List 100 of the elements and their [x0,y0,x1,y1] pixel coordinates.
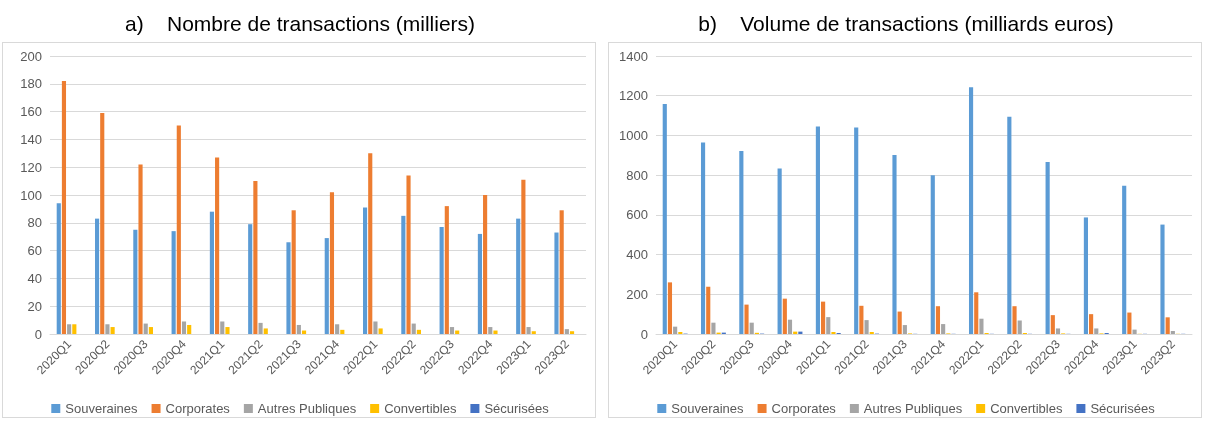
bar [67,324,72,334]
legend-label: Sécurisées [1090,401,1156,416]
y-tick-label: 80 [27,215,42,231]
bar [61,81,67,334]
bar [744,304,749,334]
bar [296,324,301,334]
bar [187,324,192,334]
bar [979,318,984,334]
bar [340,329,345,334]
bar [378,328,383,334]
bar [258,322,263,334]
bar [181,321,187,334]
bar [821,301,826,334]
bar [329,192,335,334]
bar [1012,306,1017,334]
bar [105,324,110,334]
bar [1170,331,1175,334]
bar [700,142,706,334]
bar [815,126,820,334]
bar [1083,217,1088,334]
y-tick-label: 0 [34,326,42,342]
bar [225,327,230,334]
bar [968,87,974,334]
bar [253,181,258,334]
y-tick-label: 1200 [619,88,648,104]
y-tick-label: 60 [27,243,42,259]
y-tick-label: 160 [20,104,42,120]
chart-title: a) Nombre de transactions (milliers) [124,12,476,35]
bar [209,211,214,334]
bar [892,154,897,334]
bar [854,127,859,334]
y-tick-label: 140 [20,131,42,147]
bar [935,306,941,334]
bar [444,206,449,334]
legend-label: Autres Publiques [863,401,963,416]
y-tick-label: 800 [626,167,648,183]
y-tick-label: 200 [20,48,42,64]
legend-label: Autres Publiques [257,401,357,416]
y-tick-label: 200 [626,286,648,302]
bar [1160,224,1165,334]
bar [477,233,482,334]
bar [220,321,225,334]
bar [56,203,61,334]
bar [143,323,148,334]
bar [439,226,444,334]
bar [215,157,220,334]
y-tick-label: 180 [20,76,42,92]
y-tick-label: 100 [20,187,42,203]
bar [521,179,526,334]
bar [411,323,416,334]
bar [493,330,498,334]
bar [749,322,754,334]
bar [110,327,115,334]
chart-title: b) Volume de transactions (milliards euros) [698,12,1114,35]
bar [777,168,782,334]
legend-label: Souveraines [65,401,139,416]
bar [531,331,536,334]
bar [826,317,831,334]
bar [416,329,421,334]
y-tick-label: 600 [626,207,648,223]
bar [711,322,716,334]
bar [100,112,105,334]
bar [335,324,340,334]
bar [449,327,455,334]
legend-label: Corporates [165,401,231,416]
legend-label: Convertibles [384,401,457,416]
bar [368,153,373,334]
bar [176,125,181,334]
y-tick-label: 0 [640,326,648,342]
bar [1165,317,1170,334]
bar [133,229,138,334]
y-tick-label: 400 [626,247,648,263]
bar [673,326,678,334]
bar [1007,116,1012,334]
bar [1017,320,1022,334]
bar [782,298,787,334]
bar [554,232,559,334]
bar [569,331,575,334]
bar [362,207,368,334]
bar [138,164,143,334]
bar [1094,328,1099,334]
bar [1132,329,1137,334]
bar [1089,314,1094,334]
bar [406,175,411,334]
bar [94,218,100,334]
bar [564,329,569,334]
bar [1127,312,1132,334]
bar [72,324,77,334]
bar [291,210,296,334]
bar [148,327,153,334]
y-tick-label: 40 [27,270,42,286]
bar [859,305,864,334]
bar [1122,185,1127,334]
legend-label: Sécurisées [484,401,550,416]
bar [401,215,406,334]
bar [488,327,493,334]
bar [930,175,935,334]
bar [864,320,869,334]
bar [171,231,176,334]
bar [516,218,521,334]
